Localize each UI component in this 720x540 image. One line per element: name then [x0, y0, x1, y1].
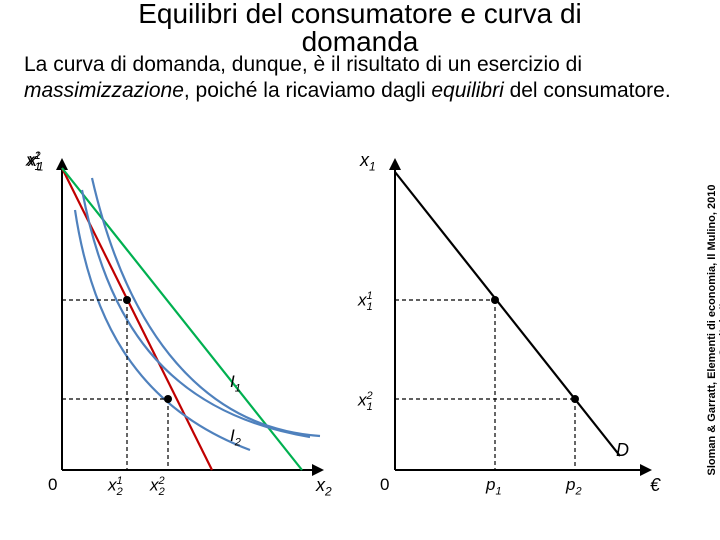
tangent-point-1 [123, 296, 131, 304]
demand-point-2 [571, 395, 579, 403]
demand-line [395, 172, 620, 456]
budget-line-1 [62, 168, 212, 470]
indifference-chart: x1 x11 x21 I1 I2 0 x12 x22 x2 [20, 150, 350, 520]
right-y-label: x1 [360, 150, 376, 174]
paragraph-text: La curva di domanda, dunque, è il risult… [24, 53, 671, 102]
indiff-curve-2 [92, 178, 320, 436]
indiff-label-1: I1 [230, 372, 241, 394]
demand-label: D [616, 440, 629, 461]
body-paragraph: La curva di domanda, dunque, è il risult… [0, 52, 720, 105]
demand-point-1 [491, 296, 499, 304]
citation-sidebar: Sloman & Garratt, Elementi di economia, … [688, 150, 716, 530]
right-x-tick-1: p1 [486, 475, 502, 497]
right-x-label: € [650, 475, 660, 496]
left-x-tick-2: x22 [150, 475, 165, 498]
left-x-label: x2 [316, 475, 332, 499]
demand-chart-svg [350, 150, 680, 500]
indiff-label-2: I2 [230, 426, 241, 448]
indifference-chart-svg [20, 150, 350, 500]
right-y-tick-1: x11 [358, 290, 373, 313]
charts-row: x1 x11 x21 I1 I2 0 x12 x22 x2 x [20, 150, 680, 520]
tangent-point-2 [164, 395, 172, 403]
right-origin: 0 [380, 475, 389, 495]
citation-line-1: Sloman & Garratt, Elementi di economia, … [706, 185, 718, 476]
left-y-tick-2: x21 [26, 150, 41, 173]
right-x-tick-2: p2 [566, 475, 582, 497]
left-x-tick-1: x12 [108, 475, 123, 498]
right-y-tick-2: x21 [358, 390, 373, 413]
title-line-1: Equilibri del consumatore e curva di [138, 0, 582, 29]
slide-title: Equilibri del consumatore e curva di dom… [0, 0, 720, 56]
indiff-curve-1 [82, 190, 310, 437]
left-origin: 0 [48, 475, 57, 495]
demand-chart: x1 x11 x21 0 p1 p2 D € [350, 150, 680, 520]
